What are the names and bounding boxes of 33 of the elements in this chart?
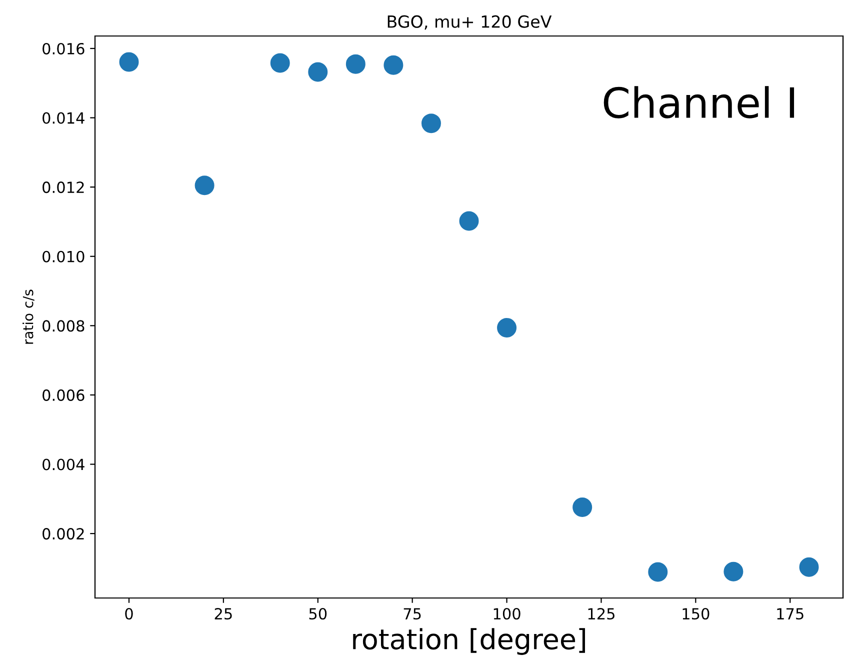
y-tick-label: 0.008 xyxy=(42,320,84,332)
point xyxy=(497,318,517,338)
point xyxy=(346,54,366,74)
point xyxy=(572,497,592,517)
point xyxy=(194,176,214,196)
x-tick-label: 50 xyxy=(309,608,327,620)
annotation: Channel I xyxy=(604,86,794,118)
x-tick-label: 25 xyxy=(214,608,232,620)
y-tick-label: 0.004 xyxy=(42,458,84,470)
x-tick-label: 125 xyxy=(588,608,614,620)
chart-title: BGO, mu+ 120 GeV xyxy=(388,15,552,30)
point xyxy=(799,557,819,577)
point xyxy=(724,562,744,582)
point xyxy=(648,562,668,582)
point xyxy=(119,52,139,72)
y-tick-label: 0.010 xyxy=(42,250,84,262)
y-tick-label: 0.016 xyxy=(42,42,84,54)
point xyxy=(270,53,290,73)
point xyxy=(421,114,441,134)
point xyxy=(384,55,404,75)
x-tick-label: 100 xyxy=(494,608,520,620)
x-tick-label: 175 xyxy=(777,608,804,620)
y-tick-label: 0.014 xyxy=(42,112,84,124)
y-tick-label: 0.006 xyxy=(42,389,84,401)
x-tick-label: 75 xyxy=(404,608,421,620)
y-tick-label: 0.012 xyxy=(42,182,84,194)
x-axis-title: rotation [degree] xyxy=(353,628,585,655)
y-axis-title: ratio c/s xyxy=(22,290,34,344)
x-tick-label: 0 xyxy=(125,608,133,620)
point xyxy=(459,211,479,231)
y-tick-label: 0.002 xyxy=(42,528,84,540)
x-tick-label: 150 xyxy=(682,608,710,620)
point xyxy=(308,62,328,82)
